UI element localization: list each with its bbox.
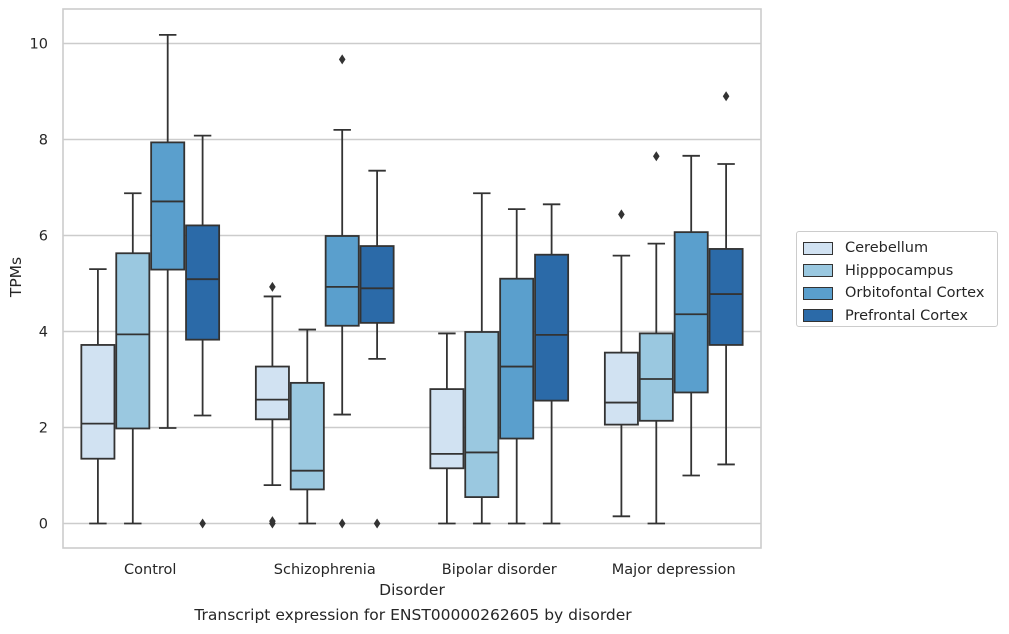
box-body [80, 344, 116, 460]
box-prefrontal-cortex [359, 169, 395, 529]
box-body [115, 252, 151, 430]
box-hipppocampus [289, 328, 325, 525]
outlier-point [373, 518, 381, 529]
chart-caption: Transcript expression for ENST0000026260… [194, 606, 632, 624]
box-body [429, 388, 465, 470]
legend-swatch [803, 309, 833, 323]
outlier-point [722, 91, 730, 102]
legend-label: Hipppocampus [845, 262, 954, 279]
box-body [708, 248, 744, 346]
legend-item-orbitofrontal-cortex: Orbitofontal Cortex [803, 282, 997, 305]
box-hipppocampus [638, 151, 674, 525]
box-cerebellum [254, 281, 290, 529]
plot-frame [62, 8, 762, 549]
x-axis-label: Disorder [379, 581, 445, 599]
outlier-point [269, 281, 276, 292]
y-tick-labels: 0 2 4 6 8 10 [30, 37, 48, 533]
box-orbitofontal-cortex [499, 208, 535, 525]
x-tick-label: Bipolar disorder [442, 562, 557, 578]
y-tick-label: 8 [39, 133, 48, 149]
box-body [673, 231, 709, 394]
box-body [603, 351, 639, 426]
box-body [324, 235, 360, 327]
legend-swatch [803, 286, 833, 300]
box-body [359, 245, 395, 324]
box-body [499, 277, 535, 440]
outlier-point [199, 518, 206, 529]
box-body [534, 253, 570, 402]
legend-label: Cerebellum [845, 240, 929, 257]
outlier-point [653, 151, 660, 162]
y-tick-label: 4 [39, 325, 48, 341]
x-tick-label: Schizophrenia [274, 562, 376, 578]
legend-swatch [803, 241, 833, 255]
y-axis-label: TPMs [7, 257, 25, 298]
box-body [150, 141, 186, 271]
x-tick-labels: Control Schizophrenia Bipolar disorder Majo… [124, 562, 736, 578]
x-tick-label: Major depression [612, 562, 736, 578]
box-body [464, 331, 500, 499]
x-tick-label: Control [124, 562, 176, 578]
outlier-point [338, 518, 346, 529]
box-cerebellum [429, 332, 465, 525]
box-layer [80, 33, 744, 529]
box-hipppocampus [115, 192, 151, 525]
box-cerebellum [603, 209, 639, 518]
box-cerebellum [80, 268, 116, 525]
legend-label: Orbitofontal Cortex [845, 285, 985, 302]
box-orbitofontal-cortex [150, 33, 186, 429]
box-orbitofontal-cortex [324, 54, 360, 529]
box-body [289, 381, 325, 491]
box-hipppocampus [464, 192, 500, 525]
box-prefrontal-cortex [534, 203, 570, 525]
outlier-point [269, 516, 276, 527]
y-tick-label: 2 [39, 421, 48, 437]
y-tick-label: 6 [39, 229, 48, 245]
box-prefrontal-cortex [708, 91, 744, 466]
box-body [254, 365, 290, 421]
outlier-point [618, 209, 625, 220]
y-tick-label: 10 [30, 37, 48, 53]
legend-item-prefrontal-cortex: Prefrontal Cortex [803, 305, 997, 328]
legend-label: Prefrontal Cortex [845, 307, 968, 324]
box-prefrontal-cortex [185, 134, 221, 529]
y-tick-label: 0 [39, 517, 48, 533]
outlier-point [338, 54, 346, 65]
legend-item-hippocampus: Hipppocampus [803, 260, 997, 283]
legend-item-cerebellum: Cerebellum [803, 237, 997, 260]
box-orbitofontal-cortex [673, 154, 709, 477]
box-body [638, 332, 674, 422]
legend: Cerebellum Hipppocampus Orbitofontal Cor… [796, 231, 998, 327]
legend-swatch [803, 264, 833, 278]
box-body [185, 224, 221, 341]
